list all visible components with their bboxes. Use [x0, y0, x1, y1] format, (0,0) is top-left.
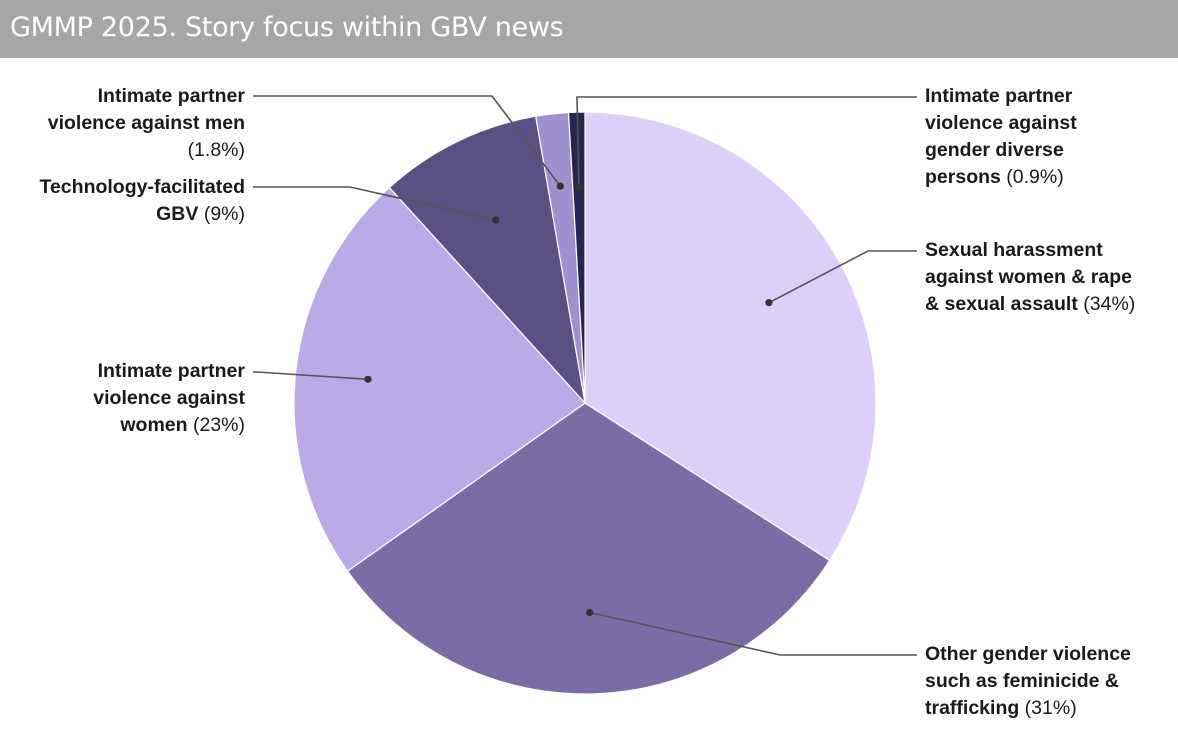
slice-label-line: Other gender violence [925, 643, 1131, 665]
leader-dot [586, 608, 594, 617]
slice-label-line: gender diverse [925, 139, 1064, 161]
slice-label-line: violence against [925, 112, 1077, 134]
slice-label: Technology-facilitated GBV (9%) [40, 174, 246, 228]
slice-label-line: such as feminicide & [925, 670, 1119, 692]
leader-dot [492, 216, 500, 224]
leader-dot [575, 184, 583, 192]
slice-label-line: violence against [93, 387, 245, 409]
slice-value-label: (23%) [187, 414, 245, 436]
slice-label-line: persons [925, 166, 1001, 188]
slice-value-label: (34%) [1077, 293, 1136, 315]
leader-line [253, 95, 561, 187]
slice-label-line: Sexual harassment [925, 239, 1103, 261]
slice-value-label: (1.8%) [187, 139, 245, 161]
slice-label-line: & sexual assault [925, 293, 1078, 315]
chart-title: GMMP 2025. Story focus within GBV news [10, 12, 564, 43]
leader-line [253, 186, 496, 221]
slice-label: Intimate partner violence against gender d… [925, 83, 1077, 191]
slice-label-line: GBV [156, 203, 199, 225]
slice-value-label: (0.9%) [1000, 166, 1064, 188]
slice-label-line: women [120, 414, 188, 436]
pie-slice [584, 111, 877, 562]
leader-dot [765, 299, 773, 307]
pie-slice [346, 402, 831, 695]
slice-label: Sexual harassment against women & rape & s… [925, 237, 1135, 318]
leader-dot [556, 182, 564, 190]
leader-line [589, 611, 917, 656]
slice-label-line: Intimate partner [925, 85, 1073, 107]
leader-line [768, 250, 917, 304]
slice-value-label: (31%) [1019, 697, 1077, 719]
slice-label-line: violence against men [47, 112, 245, 134]
pie-slice [388, 115, 586, 405]
leader-dot [364, 375, 372, 383]
slice-label-line: trafficking [925, 697, 1020, 719]
slice-label-line: Intimate partner [97, 85, 245, 107]
slice-label-line: Intimate partner [97, 360, 245, 382]
leader-line [576, 96, 917, 188]
title-bar: GMMP 2025. Story focus within GBV news [0, 0, 1178, 58]
slice-label-line: against women & rape [925, 266, 1132, 288]
slice-label: Other gender violence such as feminicide … [925, 641, 1131, 722]
slice-label: Intimate partner violence against men (1.8… [48, 83, 245, 164]
slice-value-label: (9%) [198, 203, 245, 225]
pie-slice [293, 186, 586, 572]
slice-label-line: Technology-facilitated [39, 176, 246, 198]
slice-label: Intimate partner violence against women (2… [93, 358, 245, 439]
leader-line [253, 371, 369, 381]
